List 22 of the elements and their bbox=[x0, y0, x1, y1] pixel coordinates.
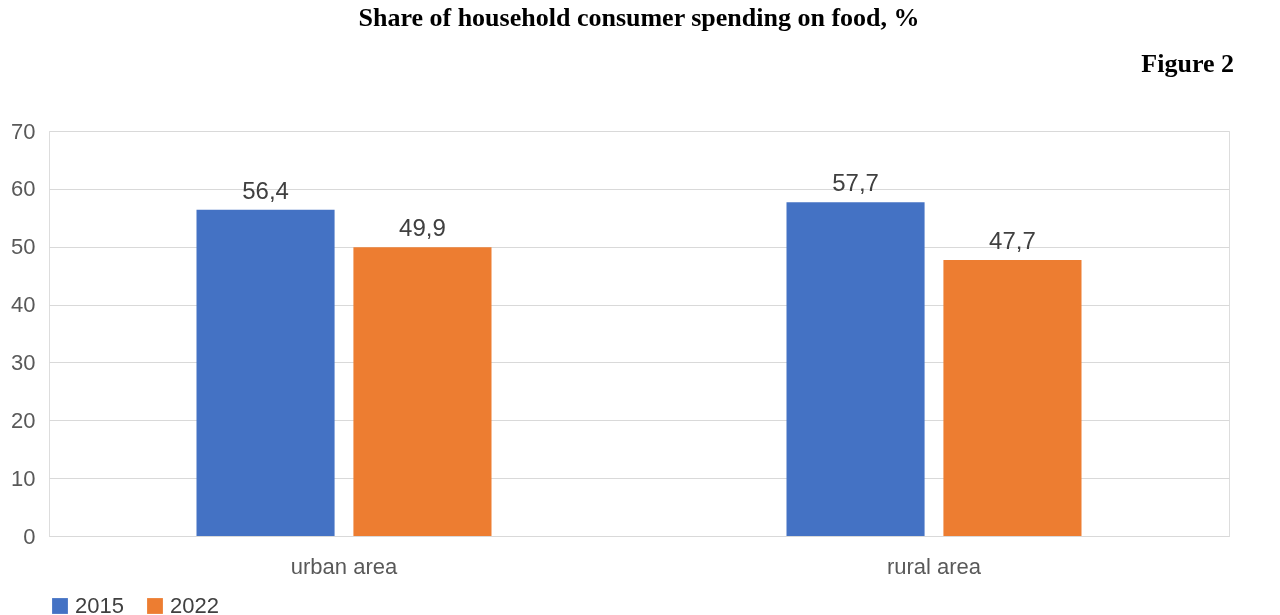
bar bbox=[353, 247, 492, 536]
bar bbox=[196, 209, 335, 536]
y-tick-label: 40 bbox=[11, 292, 36, 318]
legend-label: 2015 bbox=[75, 593, 124, 615]
legend-label: 2022 bbox=[170, 593, 219, 615]
y-tick-label: 60 bbox=[11, 176, 36, 202]
data-label: 49,9 bbox=[399, 214, 446, 242]
y-tick-label: 70 bbox=[11, 118, 36, 144]
bar bbox=[786, 202, 925, 536]
data-label: 47,7 bbox=[989, 227, 1036, 255]
bar bbox=[943, 260, 1082, 536]
y-tick-label: 10 bbox=[11, 465, 36, 491]
x-tick-label: rural area bbox=[886, 553, 982, 579]
x-tick-label: urban area bbox=[290, 553, 398, 579]
y-tick-label: 0 bbox=[23, 523, 36, 549]
data-label: 57,7 bbox=[832, 169, 879, 197]
data-label: 56,4 bbox=[242, 176, 289, 204]
chart-title: Share of household consumer spending on food, % bbox=[358, 3, 920, 32]
caption: Figure 2 bbox=[1141, 49, 1234, 78]
y-tick-label: 50 bbox=[11, 234, 36, 260]
y-tick-label: 30 bbox=[11, 349, 36, 375]
y-tick-label: 20 bbox=[11, 407, 36, 433]
